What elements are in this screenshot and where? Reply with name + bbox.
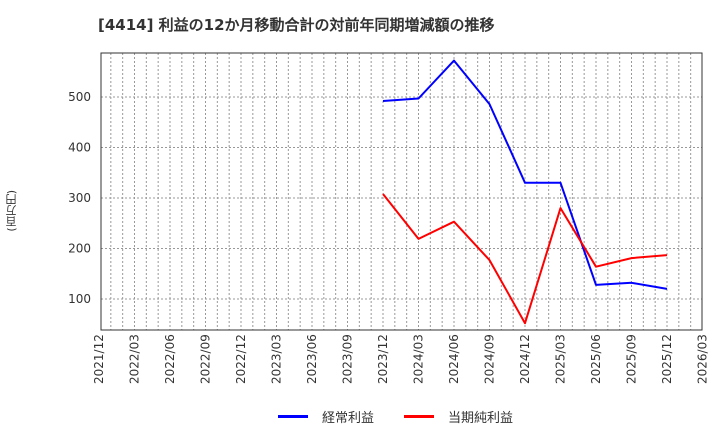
x-tick-label: 2025/06 xyxy=(589,334,603,384)
legend: 経常利益 当期純利益 xyxy=(278,407,543,426)
plot-area-frame xyxy=(100,52,703,331)
x-tick-label: 2023/06 xyxy=(305,334,319,384)
y-tick-label: 500 xyxy=(68,90,91,104)
data-series xyxy=(382,59,668,325)
x-tick-label: 2025/03 xyxy=(554,334,568,384)
x-axis-ticks: 2021/12 2022/03 2022/06 2022/09 2022/12 2023/… xyxy=(92,334,710,384)
y-tick-label: 300 xyxy=(68,191,91,205)
x-tick-label: 2025/09 xyxy=(625,334,639,384)
legend-label: 当期純利益 xyxy=(448,411,514,426)
legend-item-ordinary-profit: 経常利益 xyxy=(278,407,374,426)
y-tick-label: 200 xyxy=(68,242,91,256)
y-tick-label: 100 xyxy=(68,292,91,306)
series-line-ordinary-profit xyxy=(382,59,668,290)
y-axis-ticks: 100 200 300 400 500 xyxy=(68,90,91,306)
x-tick-label: 2022/03 xyxy=(128,334,142,384)
x-tick-label: 2023/12 xyxy=(376,334,390,384)
x-tick-label: 2026/03 xyxy=(696,334,710,384)
x-tick-label: 2021/12 xyxy=(92,334,106,384)
legend-swatch-blue xyxy=(278,415,308,418)
x-tick-label: 2023/09 xyxy=(341,334,355,384)
x-tick-label: 2025/12 xyxy=(660,334,674,384)
x-tick-label: 2022/09 xyxy=(199,334,213,384)
chart-title: [4414] 利益の12か月移動合計の対前年同期増減額の推移 xyxy=(98,16,495,34)
x-tick-label: 2022/12 xyxy=(234,334,248,384)
x-tick-label: 2022/06 xyxy=(163,334,177,384)
x-tick-label: 2024/12 xyxy=(518,334,532,384)
y-tick-label: 400 xyxy=(68,141,91,155)
grid-lines xyxy=(101,53,702,330)
legend-label: 経常利益 xyxy=(322,411,375,426)
legend-swatch-red xyxy=(404,415,435,418)
legend-item-net-profit: 当期純利益 xyxy=(404,407,513,426)
x-tick-label: 2024/09 xyxy=(483,334,497,384)
series-line-net-profit xyxy=(382,193,668,325)
x-tick-label: 2023/03 xyxy=(270,334,284,384)
x-tick-label: 2024/03 xyxy=(412,334,426,384)
x-tick-label: 2024/06 xyxy=(447,334,461,384)
